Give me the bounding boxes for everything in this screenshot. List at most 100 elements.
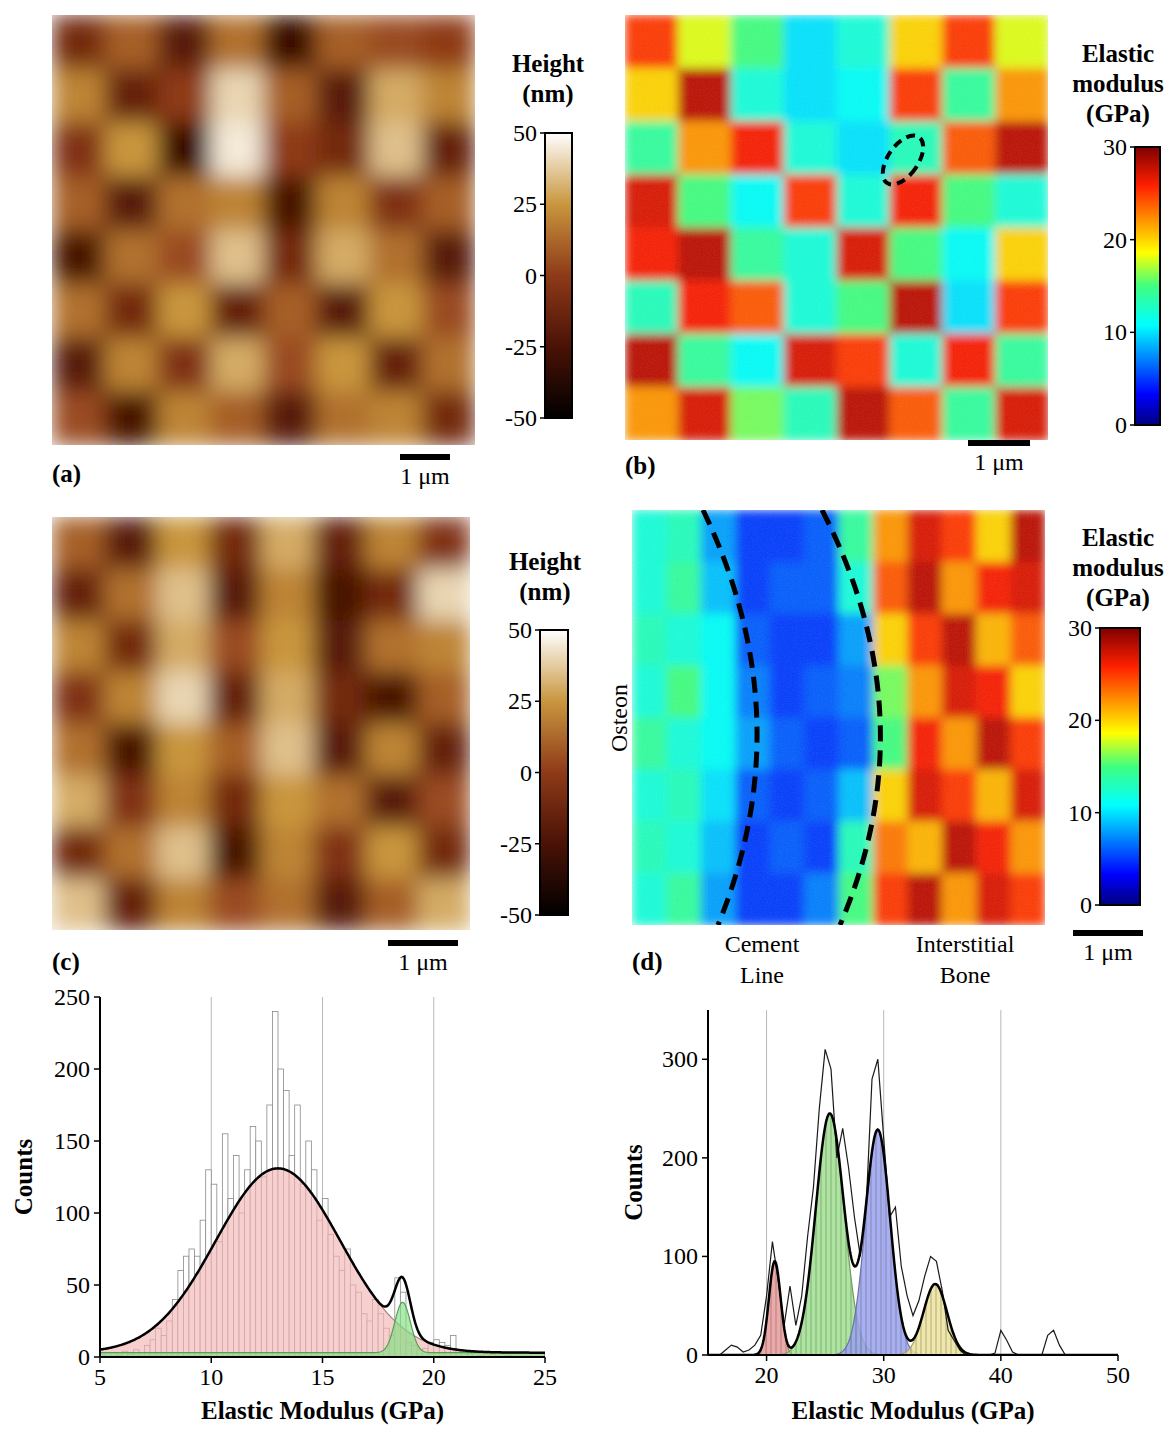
map-cell: [157, 672, 210, 724]
y-tick-label: 100: [54, 1200, 90, 1226]
map-cell: [313, 672, 366, 724]
map-cell: [157, 620, 210, 672]
colorbar-tick: [540, 204, 545, 206]
map-cell: [104, 827, 157, 879]
colorbar-tick: [540, 132, 545, 134]
y-tick-label: 100: [662, 1243, 698, 1269]
grid-line: [1000, 1010, 1001, 1355]
x-tick: [322, 1357, 324, 1363]
map-cell: [369, 338, 422, 392]
colorbar-tick: [1095, 627, 1100, 629]
colorbar-title: Elastic: [1082, 524, 1154, 551]
map: [52, 15, 475, 445]
y-tick-label: 200: [54, 1056, 90, 1082]
map-cell: [104, 569, 157, 621]
map-cell: [369, 176, 422, 230]
map-cell: [264, 284, 317, 338]
map-cell: [52, 517, 105, 569]
map-cell: [158, 176, 211, 230]
y-axis-title: Counts: [10, 1139, 37, 1216]
map-cell: [422, 284, 475, 338]
map-cell: [105, 338, 158, 392]
map-cell: [157, 517, 210, 569]
map-cell: [52, 176, 105, 230]
colorbar-tick: [1095, 720, 1100, 722]
speckle: [632, 510, 1045, 925]
map-cells: [52, 517, 470, 930]
y-tick-label: 0: [686, 1342, 698, 1368]
map-cell: [104, 724, 157, 776]
colorbar-tick: [535, 914, 540, 916]
map-cell: [52, 338, 105, 392]
colorbar-tick: [1095, 904, 1100, 906]
map: [52, 517, 470, 930]
colorbar-tick-label: -50: [505, 405, 537, 431]
map-cell: [209, 775, 262, 827]
map-cell: [158, 69, 211, 123]
y-tick: [94, 1284, 100, 1286]
fit-component: [708, 1130, 1118, 1355]
y-tick: [702, 1059, 708, 1061]
speckle: [625, 15, 1048, 440]
map-cell: [157, 775, 210, 827]
map-cell: [264, 338, 317, 392]
colorbar: [1100, 628, 1140, 905]
map-cell: [158, 284, 211, 338]
map-cell: [52, 878, 105, 930]
y-tick: [94, 1212, 100, 1214]
map: [632, 510, 1045, 925]
x-tick: [883, 1355, 885, 1361]
y-axis: [707, 1010, 709, 1355]
colorbar-tick: [540, 346, 545, 348]
scale-bar-label: 1 μm: [398, 949, 448, 975]
colorbar-tick: [1095, 812, 1100, 814]
annotation: Cement: [725, 931, 800, 957]
map-cell: [211, 230, 264, 284]
x-tick-label: 10: [199, 1364, 223, 1390]
colorbar-tick-label: 10: [1103, 319, 1127, 345]
map-cell: [52, 775, 105, 827]
data-line: [708, 1049, 1118, 1355]
map-cell: [313, 724, 366, 776]
colorbar: [540, 630, 568, 915]
map-cell: [104, 878, 157, 930]
map-cell: [366, 517, 419, 569]
colorbar-tick: [535, 701, 540, 703]
colorbar-tick-label: 20: [1103, 227, 1127, 253]
scale-bar: [1073, 930, 1143, 936]
map-cells: [52, 15, 475, 445]
y-tick: [702, 1354, 708, 1356]
map-cell: [261, 569, 314, 621]
x-tick-label: 15: [311, 1364, 335, 1390]
x-tick: [766, 1355, 768, 1361]
colorbar-tick-label: -50: [500, 902, 532, 928]
x-tick: [1000, 1355, 1002, 1361]
map-cell: [52, 123, 105, 177]
map-cell: [52, 15, 105, 69]
colorbar-title: (GPa): [1086, 584, 1150, 612]
map-cell: [366, 775, 419, 827]
map-cell: [264, 176, 317, 230]
colorbar-tick: [535, 772, 540, 774]
map-cell: [313, 878, 366, 930]
x-tick-label: 20: [755, 1362, 779, 1388]
map-cell: [104, 775, 157, 827]
map-cell: [261, 620, 314, 672]
colorbar-tick-label: 30: [1103, 134, 1127, 160]
y-tick-label: 300: [662, 1046, 698, 1072]
background: [0, 0, 1174, 1431]
x-tick: [544, 1357, 546, 1363]
y-tick: [94, 996, 100, 998]
map-cell: [316, 15, 369, 69]
y-axis: [99, 997, 101, 1357]
map-cell: [104, 517, 157, 569]
y-axis-title: Counts: [620, 1144, 647, 1221]
map: [625, 15, 1048, 440]
x-axis: [708, 1354, 1118, 1356]
map-cell: [158, 230, 211, 284]
map-cell: [418, 672, 470, 724]
map-cell: [313, 827, 366, 879]
map-cell: [52, 724, 105, 776]
map-cell: [211, 391, 264, 445]
y-tick-label: 50: [66, 1272, 90, 1298]
